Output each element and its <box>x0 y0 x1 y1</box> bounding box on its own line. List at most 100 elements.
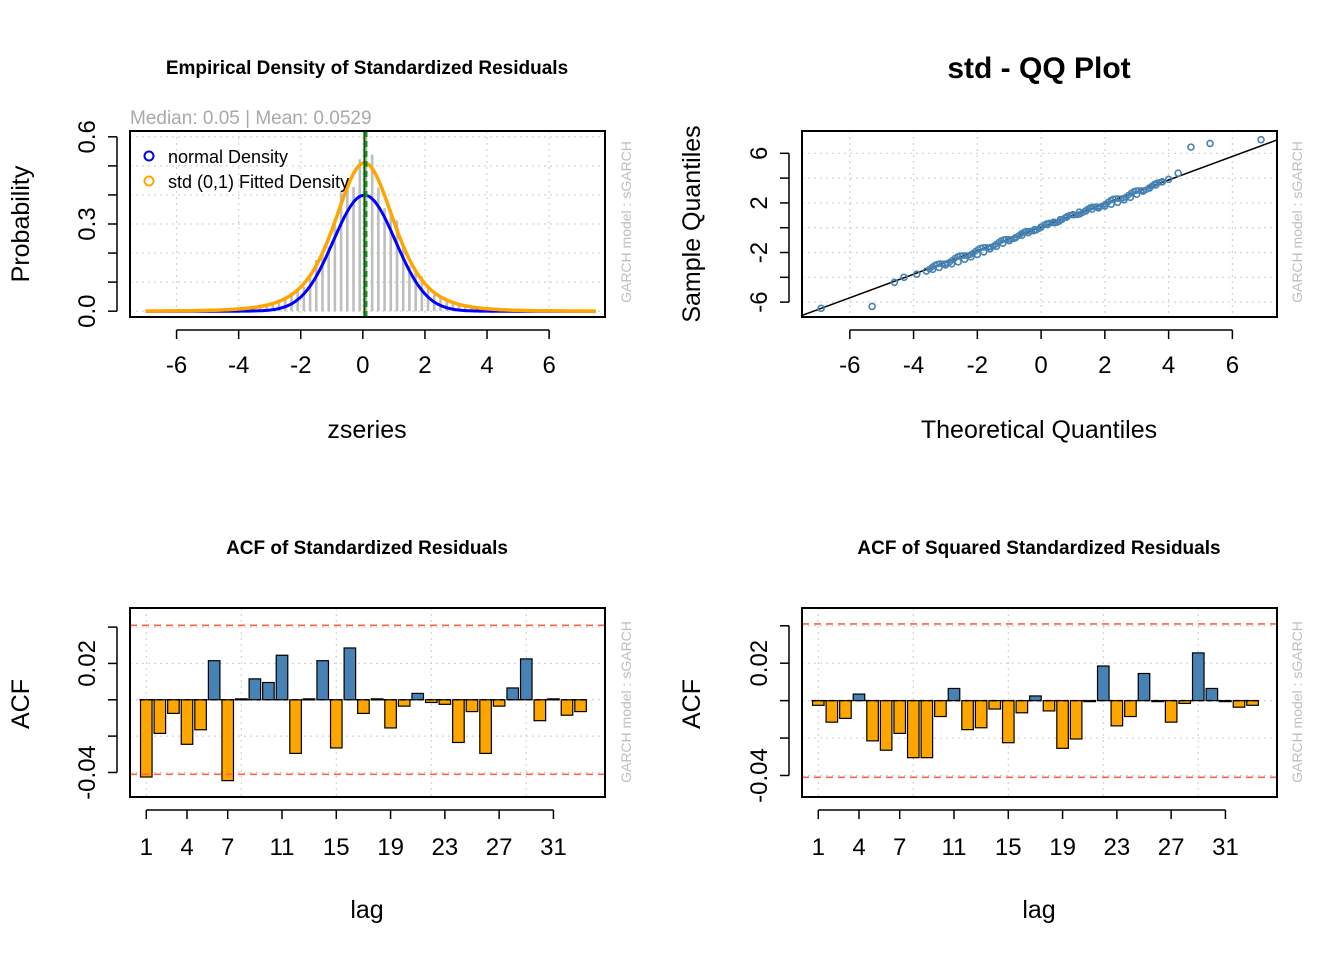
acf-bar <box>519 658 533 701</box>
qq-point <box>935 263 943 272</box>
acf-bar <box>1110 700 1124 727</box>
x-tick-label: 11 <box>270 834 295 861</box>
acf-bar <box>506 687 520 701</box>
acf-bar <box>974 700 988 729</box>
density-subtitle: Median: 0.05 | Mean: 0.0529 <box>130 108 372 129</box>
acf-squared-credit: GARCH model : sGARCH <box>1289 621 1305 783</box>
histogram-bar <box>445 299 448 312</box>
qq-point <box>1120 196 1128 204</box>
histogram-bar <box>383 208 386 312</box>
qq-point <box>817 304 825 313</box>
histogram-bar <box>333 224 337 312</box>
density-title: Empirical Density of Standardized Residu… <box>166 58 568 79</box>
y-tick-label: -6 <box>746 291 773 312</box>
y-tick-label: -0.04 <box>74 745 101 800</box>
acf-squared-panel: 1 4 7 11 15 19 23 27 31 -0.04 0.02 ACF of Squared … <box>678 538 1305 924</box>
x-tick-label: 23 <box>1104 834 1131 861</box>
acf-bar <box>153 699 167 734</box>
x-tick-label: 4 <box>852 834 865 861</box>
qq-point <box>1081 207 1090 215</box>
acf-bar <box>988 700 1002 710</box>
histogram-bar <box>370 154 374 312</box>
acf-bar <box>180 699 194 745</box>
legend-marker-normal <box>143 150 155 162</box>
x-tick-label: -6 <box>839 352 860 379</box>
qq-point <box>1094 204 1103 212</box>
qq-point <box>960 255 969 264</box>
qq-point <box>890 278 899 287</box>
x-tick-label: 7 <box>221 834 234 861</box>
acf-bar <box>384 699 397 729</box>
qq-point <box>992 242 1001 251</box>
histogram-bar <box>451 301 455 312</box>
x-tick-label: 6 <box>1226 352 1239 379</box>
histogram-bar <box>265 304 268 312</box>
qq-point <box>868 302 876 311</box>
x-tick-label: 7 <box>893 834 906 861</box>
acf-bar <box>852 693 866 702</box>
acf-reference-lines <box>130 624 605 776</box>
acf-bar <box>479 699 492 754</box>
histogram-bar <box>339 192 343 312</box>
acf-bar <box>167 699 180 715</box>
qq-point <box>1107 200 1116 208</box>
qq-point <box>979 248 988 256</box>
acf-squared-x-label: lag <box>1022 896 1055 924</box>
acf-bar <box>275 654 289 701</box>
acf-bar <box>961 700 974 731</box>
qq-point <box>1050 218 1058 226</box>
acf-squared-reference-lines <box>802 623 1277 779</box>
acf-bar <box>411 692 425 701</box>
qq-plot-frame <box>801 130 1278 318</box>
acf-bar <box>1029 695 1042 702</box>
acf-bar <box>1096 665 1110 702</box>
x-tick-label: 19 <box>1049 834 1076 861</box>
histogram-bar <box>308 274 312 312</box>
x-tick-label: 4 <box>1162 352 1175 379</box>
acf-bar <box>811 700 825 706</box>
acf-bar <box>1042 700 1056 712</box>
acf-bar <box>207 660 221 701</box>
density-credit: GARCH model : sGARCH <box>618 141 634 303</box>
acf-bar <box>934 700 947 718</box>
x-tick-label: 31 <box>540 834 567 861</box>
qq-point <box>954 258 963 266</box>
acf-squared-axes: 1 4 7 11 15 19 23 27 31 -0.04 0.02 <box>746 625 1239 861</box>
qq-point <box>967 253 975 261</box>
histogram-bar <box>327 246 330 312</box>
qq-axes: -6 -4 -2 0 2 4 6 -6 -2 2 6 <box>746 147 1239 379</box>
density-y-label: Probability <box>7 165 35 282</box>
acf-squared-title: ACF of Squared Standardized Residuals <box>857 538 1220 559</box>
legend-label-normal: normal Density <box>168 147 288 167</box>
acf-bar <box>465 699 479 713</box>
acf-y-label: ACF <box>7 679 35 729</box>
acf-squared-bars <box>811 652 1259 759</box>
qq-point <box>1132 190 1141 199</box>
y-tick-label: 0.02 <box>746 640 773 687</box>
histogram-bar <box>352 186 355 312</box>
x-tick-label: 31 <box>1212 834 1239 861</box>
y-tick-label: 2 <box>746 196 773 209</box>
acf-bar <box>1069 700 1083 740</box>
acf-panel: 1 4 7 11 15 19 23 27 31 -0.04 0.02 ACF of Standard… <box>7 538 634 924</box>
qq-point <box>1056 215 1065 224</box>
histogram-bar <box>259 305 262 312</box>
qq-grid <box>802 131 1277 317</box>
acf-bar <box>397 699 411 707</box>
acf-bar <box>906 700 920 759</box>
acf-x-label: lag <box>350 896 383 924</box>
histogram-bar <box>302 286 306 312</box>
histogram-bar <box>290 293 293 312</box>
qq-point <box>1024 228 1033 237</box>
histogram-bar <box>283 297 287 312</box>
acf-credit: GARCH model : sGARCH <box>618 621 634 783</box>
acf-bar <box>1137 672 1151 702</box>
acf-bar <box>533 699 547 722</box>
qq-point <box>1069 210 1077 219</box>
density-x-label: zseries <box>327 416 406 444</box>
x-tick-label: -6 <box>166 352 187 379</box>
qq-point <box>1113 198 1122 207</box>
y-tick-label: -2 <box>746 242 773 263</box>
acf-plot-frame <box>129 607 606 798</box>
